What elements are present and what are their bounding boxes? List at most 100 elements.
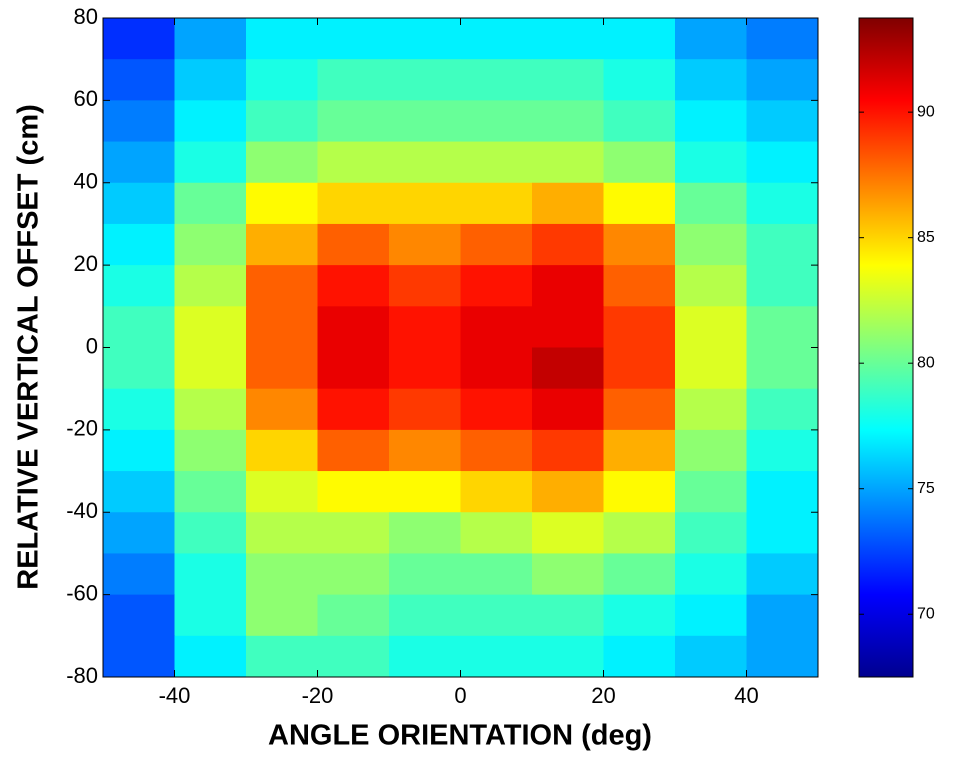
heatmap-cell [103, 223, 175, 266]
heatmap-cell [103, 553, 175, 596]
heatmap-cell [746, 553, 819, 596]
heatmap-cell [174, 182, 247, 225]
heatmap-cell [389, 635, 461, 678]
heatmap-cell [460, 265, 533, 307]
heatmap-cell [746, 347, 819, 390]
heatmap-cell [675, 635, 747, 678]
heatmap-cell [103, 347, 175, 390]
heatmap-cell [246, 223, 318, 266]
heatmap-cell [603, 388, 676, 431]
heatmap-cell [532, 141, 604, 184]
heatmap [103, 18, 819, 678]
heatmap-cell [603, 59, 676, 101]
y-tick-label: 60 [74, 86, 98, 111]
heatmap-cell [532, 265, 604, 307]
heatmap-cell [103, 18, 175, 60]
heatmap-cell [532, 635, 604, 678]
heatmap-cell [460, 471, 533, 513]
heatmap-cell [675, 429, 747, 472]
heatmap-cell [460, 512, 533, 554]
heatmap-cell [603, 347, 676, 390]
heatmap-cell [532, 182, 604, 225]
heatmap-cell [246, 635, 318, 678]
heatmap-cell [675, 388, 747, 431]
x-tick-label: 40 [734, 683, 758, 708]
heatmap-cell [246, 347, 318, 390]
heatmap-cell [317, 141, 390, 184]
heatmap-cell [675, 182, 747, 225]
heatmap-cell [246, 594, 318, 637]
colorbar-tick-label: 70 [917, 605, 935, 622]
heatmap-cell [246, 59, 318, 101]
heatmap-cell [389, 59, 461, 101]
heatmap-cell [603, 306, 676, 348]
heatmap-cell [460, 429, 533, 472]
heatmap-cell [603, 223, 676, 266]
heatmap-cell [246, 265, 318, 307]
heatmap-cell [174, 59, 247, 101]
heatmap-cell [675, 265, 747, 307]
heatmap-cell [603, 594, 676, 637]
heatmap-cell [460, 388, 533, 431]
heatmap-cell [174, 347, 247, 390]
heatmap-cell [603, 553, 676, 596]
heatmap-cell [317, 347, 390, 390]
heatmap-cell [460, 223, 533, 266]
heatmap-cell [675, 512, 747, 554]
heatmap-cell [675, 18, 747, 60]
y-tick-label: -40 [66, 498, 98, 523]
y-tick-label: -80 [66, 663, 98, 688]
heatmap-cell [746, 59, 819, 101]
heatmap-cell [532, 100, 604, 143]
heatmap-cell [675, 594, 747, 637]
heatmap-cell [460, 553, 533, 596]
heatmap-cell [246, 471, 318, 513]
heatmap-cell [389, 100, 461, 143]
heatmap-cell [389, 18, 461, 60]
heatmap-cell [103, 594, 175, 637]
heatmap-cell [460, 347, 533, 390]
heatmap-cell [603, 141, 676, 184]
heatmap-cell [174, 18, 247, 60]
heatmap-cell [246, 182, 318, 225]
x-tick-label: -40 [159, 683, 191, 708]
heatmap-cell [317, 429, 390, 472]
y-tick-label: -20 [66, 416, 98, 441]
heatmap-cell [103, 388, 175, 431]
heatmap-cell [389, 182, 461, 225]
heatmap-cell [675, 553, 747, 596]
heatmap-cell [174, 223, 247, 266]
colorbar-tick-label: 85 [917, 229, 935, 246]
heatmap-cell [174, 512, 247, 554]
heatmap-cell [317, 388, 390, 431]
heatmap-cell [746, 512, 819, 554]
heatmap-cell [246, 306, 318, 348]
heatmap-cell [746, 429, 819, 472]
colorbar-tick-label: 80 [917, 354, 935, 371]
heatmap-cell [389, 512, 461, 554]
heatmap-cell [103, 471, 175, 513]
heatmap-cell [746, 265, 819, 307]
heatmap-cell [532, 223, 604, 266]
heatmap-cell [603, 18, 676, 60]
heatmap-cell [389, 594, 461, 637]
y-tick-label: 40 [74, 169, 98, 194]
heatmap-cell [317, 59, 390, 101]
heatmap-cell [746, 141, 819, 184]
heatmap-cell [317, 471, 390, 513]
heatmap-cell [174, 100, 247, 143]
heatmap-cell [746, 471, 819, 513]
heatmap-cell [746, 223, 819, 266]
heatmap-cell [532, 18, 604, 60]
heatmap-cell [103, 182, 175, 225]
heatmap-cell [532, 594, 604, 637]
heatmap-cell [317, 182, 390, 225]
heatmap-cell [317, 100, 390, 143]
heatmap-cell [103, 265, 175, 307]
y-tick-label: 20 [74, 251, 98, 276]
heatmap-cell [603, 429, 676, 472]
heatmap-cell [317, 635, 390, 678]
heatmap-cell [603, 182, 676, 225]
y-tick-label: -60 [66, 580, 98, 605]
